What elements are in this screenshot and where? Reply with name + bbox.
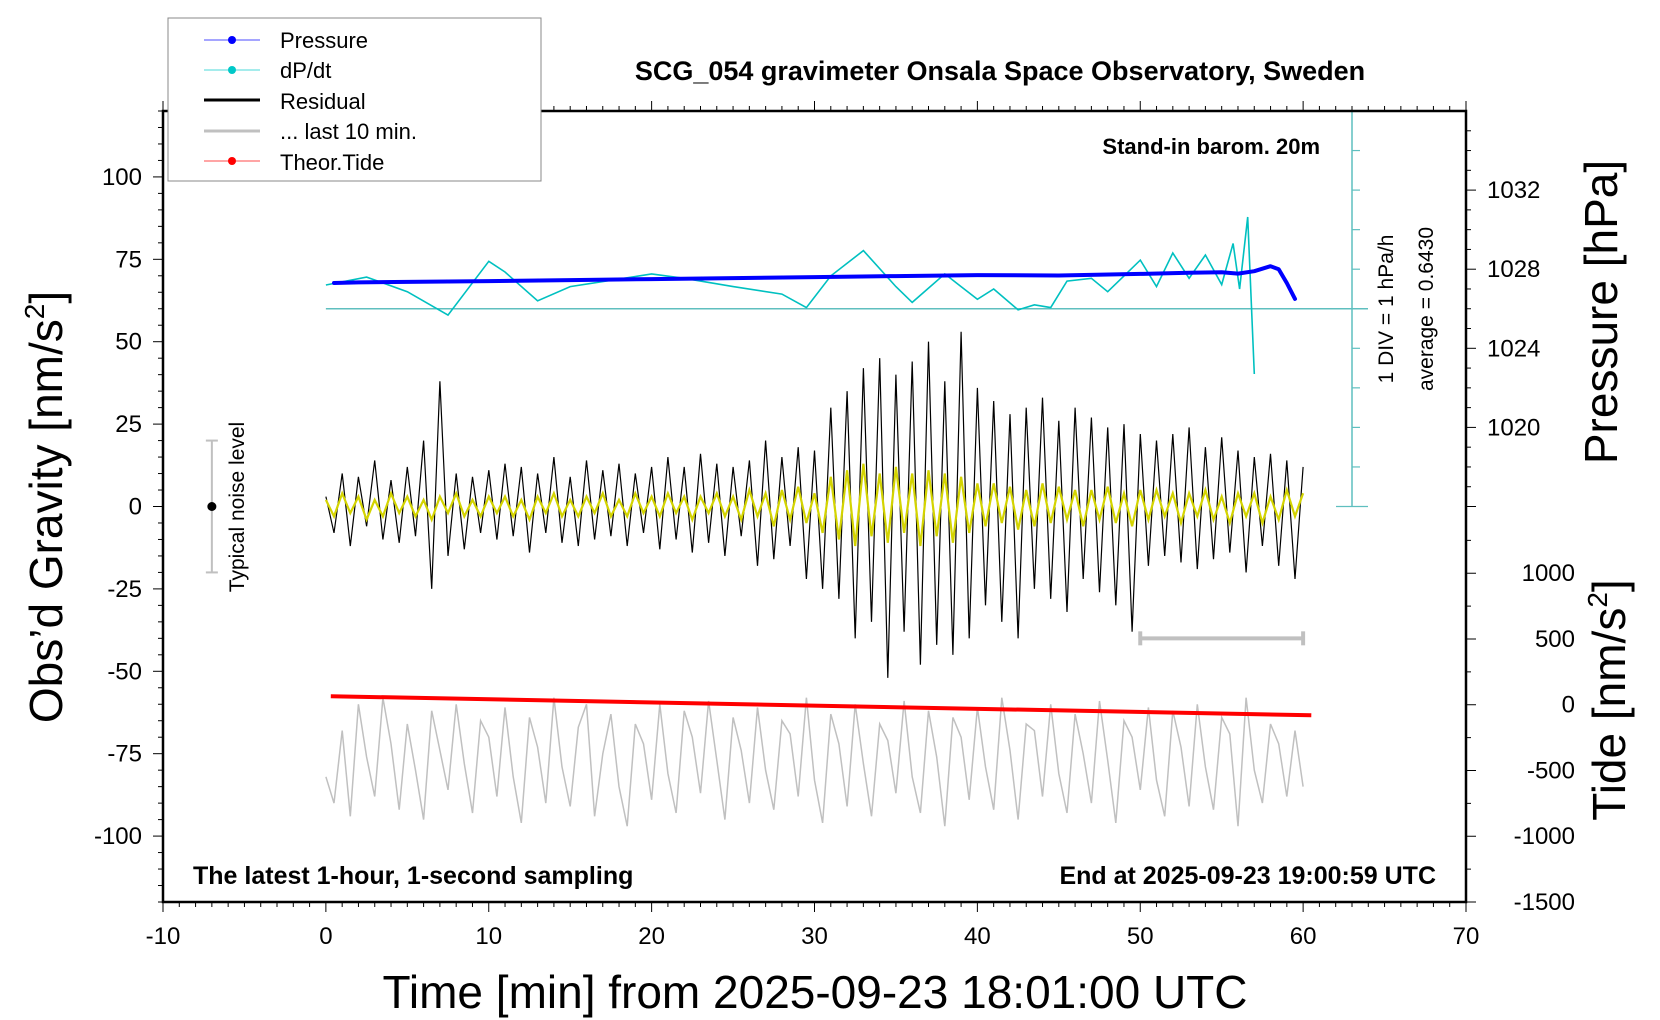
dpdt-line	[325, 216, 1256, 375]
y-axis-label-sup: 2	[19, 304, 50, 320]
sampling-note: The latest 1-hour, 1-second sampling	[193, 862, 633, 890]
tide-axis-label-end: ]	[1583, 579, 1635, 592]
tide-axis-label-text: Tide [nm/s	[1583, 608, 1635, 821]
residual-filtered-line	[324, 463, 1305, 547]
legend-label-pressure: Pressure	[280, 28, 368, 53]
tide-axis-label: Tide [nm/s2]	[1582, 579, 1635, 820]
tide-tick-label: -1000	[1514, 823, 1575, 850]
legend-marker-1	[228, 66, 236, 74]
chart-title: SCG_054 gravimeter Onsala Space Observat…	[635, 56, 1365, 86]
x-tick-label: 0	[319, 923, 332, 950]
y-tick-label: 75	[115, 246, 142, 273]
data-series	[205, 110, 1368, 827]
y-tick-label: 25	[115, 411, 142, 438]
x-tick-label: 70	[1453, 923, 1480, 950]
noise-level-dot	[207, 502, 217, 511]
axis-ticks: -10 0 10 20 30 40 50 60 701007550250-25-50-75-10…	[94, 101, 1575, 950]
pressure-tick-label: 1020	[1487, 414, 1540, 441]
legend-label-residual: Residual	[280, 89, 366, 114]
tide-tick-label: -1500	[1514, 889, 1575, 916]
x-tick-label: 60	[1290, 923, 1317, 950]
x-axis-label: Time [min] from 2025-09-23 18:01:00 UTC	[383, 966, 1248, 1018]
tide-tick-label: 1000	[1522, 560, 1575, 587]
legend: Pressure dP/dt Residual ... last 10 min.…	[167, 17, 542, 182]
y-tick-label: 0	[129, 494, 142, 521]
y-tick-label: 50	[115, 329, 142, 356]
barometer-note: Stand-in barom. 20m	[1102, 134, 1320, 159]
legend-marker-0	[228, 36, 236, 44]
tide-tick-label: 500	[1535, 626, 1575, 653]
x-tick-label: 10	[475, 923, 502, 950]
dpdt-average-label: average = 0.6430	[1415, 227, 1438, 391]
tide-line	[330, 694, 1312, 718]
pressure-tick-label: 1028	[1487, 256, 1540, 283]
legend-label-tide: Theor.Tide	[280, 150, 384, 175]
pressure-tick-label: 1024	[1487, 335, 1540, 362]
y-tick-label: -25	[107, 576, 142, 603]
y-tick-label: -100	[94, 823, 142, 850]
legend-marker-4	[228, 157, 236, 165]
plot-frame	[161, 109, 1468, 904]
y-tick-label: -75	[107, 741, 142, 768]
legend-label-last10: ... last 10 min.	[280, 119, 417, 144]
tide-axis-label-sup: 2	[1582, 592, 1613, 608]
end-time-note: End at 2025-09-23 19:00:59 UTC	[1059, 862, 1436, 890]
pressure-tick-label: 1032	[1487, 177, 1540, 204]
x-tick-label: 40	[964, 923, 991, 950]
last10-line	[325, 697, 1304, 827]
x-tick-label: -10	[146, 923, 181, 950]
y-axis-label: Obs’d Gravity [nm/s2]	[19, 291, 72, 723]
y-tick-label: 100	[102, 164, 142, 191]
x-tick-label: 30	[801, 923, 828, 950]
y-axis-label-text: Obs’d Gravity [nm/s	[20, 319, 72, 723]
pressure-axis-label: Pressure [hPa]	[1575, 160, 1627, 464]
pressure-line	[332, 264, 1297, 301]
dpdt-scale-label: 1 DIV = 1 hPa/h	[1375, 235, 1398, 384]
tide-tick-label: 0	[1562, 692, 1575, 719]
noise-level-label: Typical noise level	[226, 422, 249, 592]
y-tick-label: -50	[107, 658, 142, 685]
x-tick-label: 20	[638, 923, 665, 950]
residual-line	[325, 331, 1304, 678]
tide-tick-label: -500	[1527, 757, 1575, 784]
y-axis-label-end: ]	[20, 291, 72, 304]
legend-label-dpdt: dP/dt	[280, 58, 331, 83]
x-tick-label: 50	[1127, 923, 1154, 950]
